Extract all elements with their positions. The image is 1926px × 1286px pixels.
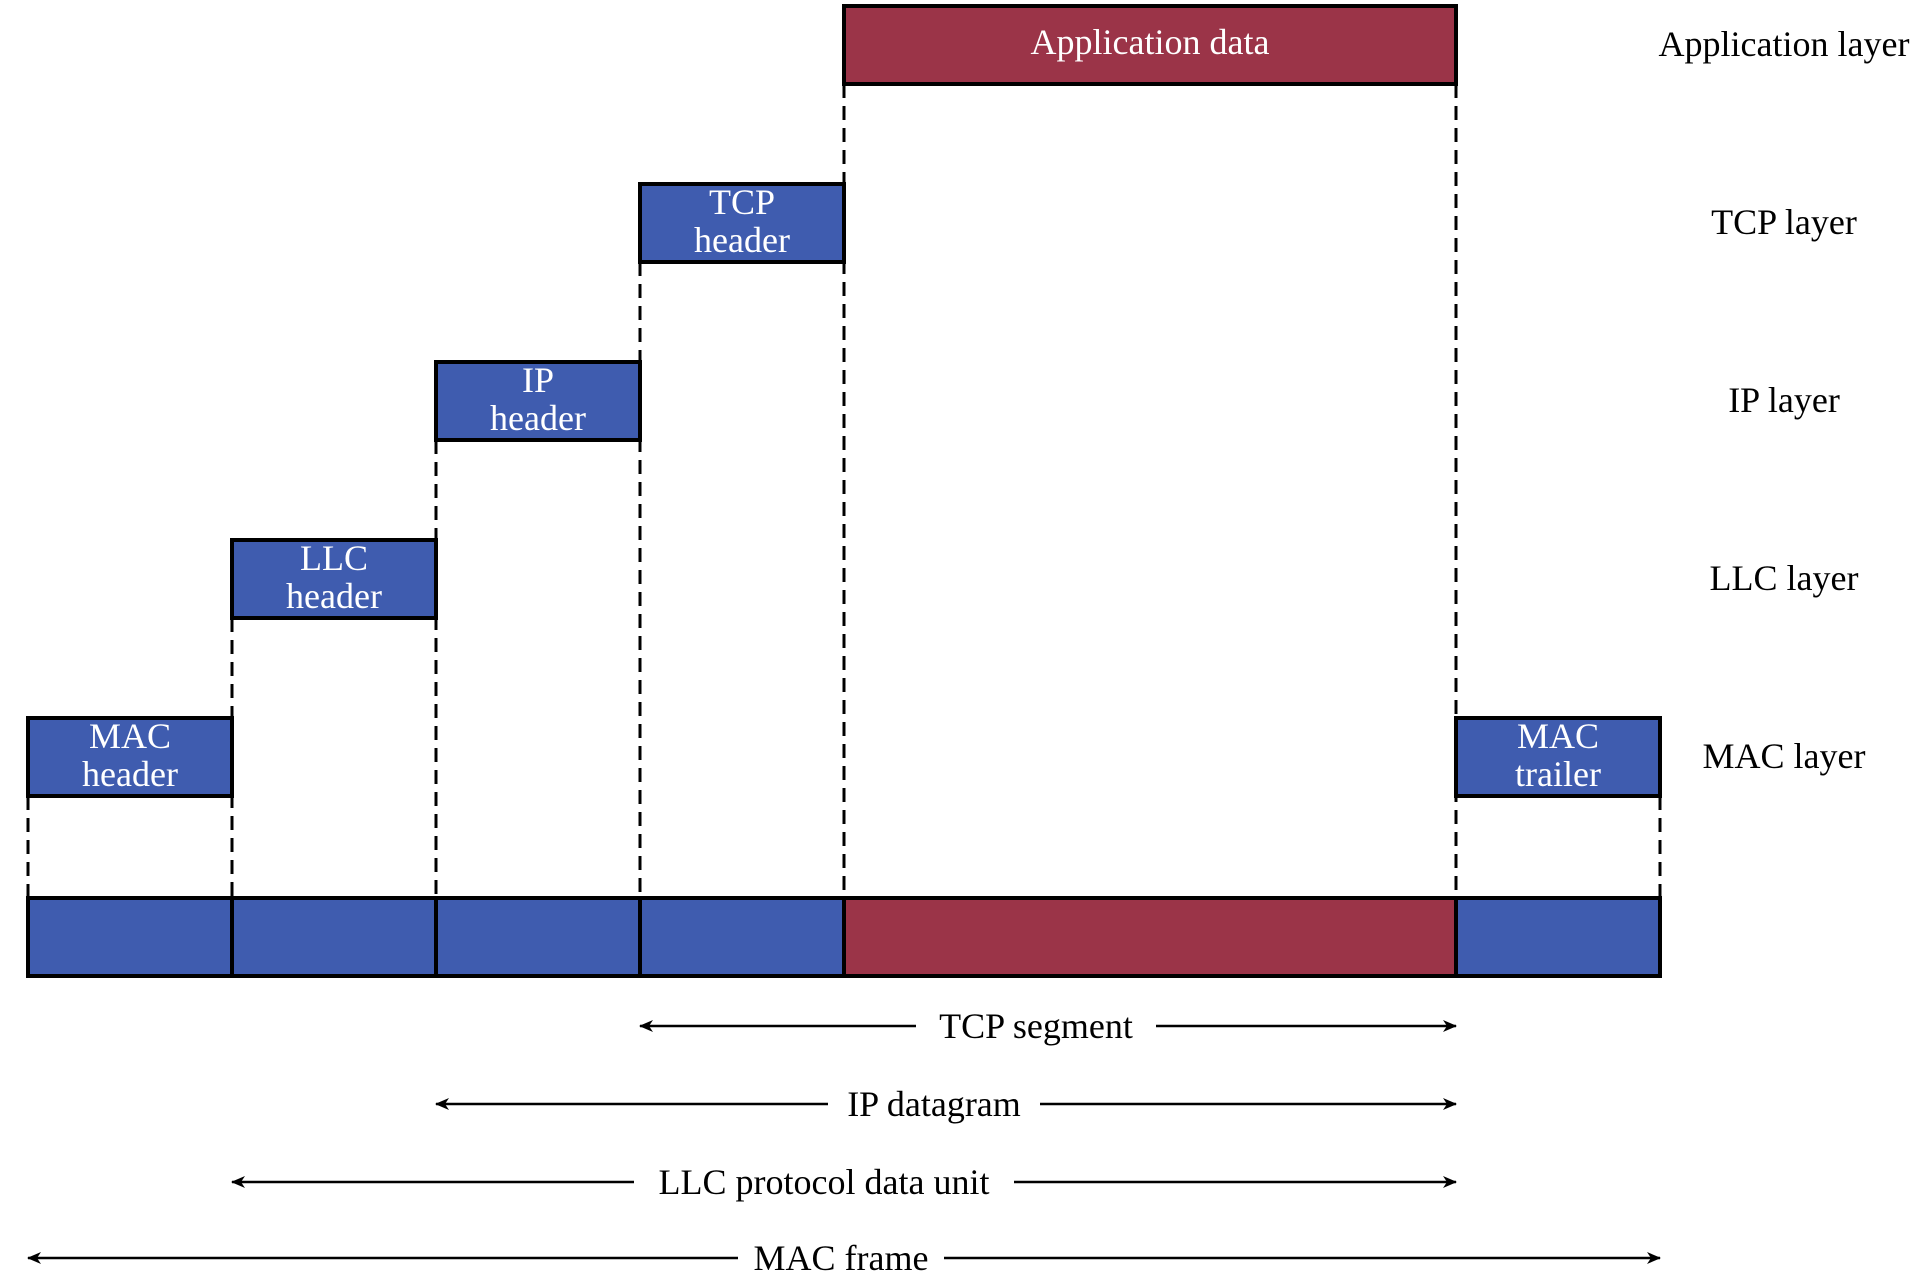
application-data-block: Application data xyxy=(842,4,1458,86)
span-label-llc-pdu: LLC protocol data unit xyxy=(659,1162,990,1202)
frame-segment-mac-header xyxy=(26,896,234,978)
span-tcp-segment: TCP segment xyxy=(639,1006,1457,1046)
layer-label-ip: IP layer xyxy=(1728,380,1840,420)
ip-header-block: IP header xyxy=(434,360,642,442)
frame-segment-mac-trailer xyxy=(1454,896,1662,978)
tcp-header-label-line2: header xyxy=(694,220,790,260)
mac-trailer-block: MAC trailer xyxy=(1454,716,1662,798)
mac-header-block: MAC header xyxy=(26,716,234,798)
frame-segment-tcp-header xyxy=(638,896,846,978)
span-label-mac-frame: MAC frame xyxy=(754,1238,929,1278)
application-data-label: Application data xyxy=(1031,22,1270,62)
mac-trailer-label-line1: MAC xyxy=(1517,716,1599,756)
llc-header-label-line1: LLC xyxy=(300,538,368,578)
tcp-header-label-line1: TCP xyxy=(709,182,775,222)
span-mac-frame: MAC frame xyxy=(27,1238,1661,1278)
tcp-header-block: TCP header xyxy=(638,182,846,264)
span-llc-pdu: LLC protocol data unit xyxy=(231,1162,1457,1202)
span-ip-datagram: IP datagram xyxy=(435,1084,1457,1124)
ip-header-label-line2: header xyxy=(490,398,586,438)
layer-label-llc: LLC layer xyxy=(1710,558,1859,598)
span-label-ip-datagram: IP datagram xyxy=(847,1084,1021,1124)
llc-header-block: LLC header xyxy=(230,538,438,620)
layer-label-tcp: TCP layer xyxy=(1711,202,1857,242)
frame-segment-llc-header xyxy=(230,896,438,978)
mac-trailer-label-line2: trailer xyxy=(1515,754,1601,794)
frame-segment-ip-header xyxy=(434,896,642,978)
layer-label-mac: MAC layer xyxy=(1703,736,1866,776)
composite-frame-bar xyxy=(26,896,1662,978)
span-label-tcp-segment: TCP segment xyxy=(939,1006,1133,1046)
mac-header-label-line2: header xyxy=(82,754,178,794)
llc-header-label-line2: header xyxy=(286,576,382,616)
ip-header-label-line1: IP xyxy=(522,360,554,400)
layer-label-application: Application layer xyxy=(1659,24,1910,64)
layer-labels: Application layer TCP layer IP layer LLC… xyxy=(1659,24,1910,776)
mac-header-label-line1: MAC xyxy=(89,716,171,756)
frame-segment-application-data xyxy=(842,896,1458,978)
